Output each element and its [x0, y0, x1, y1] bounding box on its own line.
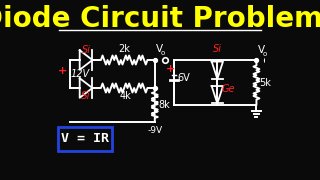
Text: -9V: -9V	[147, 126, 162, 135]
FancyBboxPatch shape	[58, 127, 112, 151]
Text: 4k: 4k	[120, 91, 131, 101]
Text: +: +	[58, 66, 68, 76]
Text: 12V: 12V	[71, 69, 90, 79]
Text: 5k: 5k	[259, 78, 271, 87]
Text: o: o	[262, 51, 267, 57]
Text: V: V	[156, 44, 163, 54]
Text: Ge: Ge	[221, 84, 235, 93]
Text: +: +	[166, 64, 175, 73]
Text: V = IR: V = IR	[61, 132, 109, 145]
Text: V: V	[258, 45, 265, 55]
Text: Si: Si	[81, 91, 91, 101]
Text: 8k: 8k	[158, 100, 170, 110]
Text: o: o	[161, 50, 165, 56]
Text: Diode Circuit Problems: Diode Circuit Problems	[0, 5, 320, 33]
Text: 2k: 2k	[118, 44, 130, 54]
Text: 6V: 6V	[178, 73, 190, 82]
Text: Si: Si	[82, 45, 91, 55]
Text: Si: Si	[213, 44, 222, 54]
